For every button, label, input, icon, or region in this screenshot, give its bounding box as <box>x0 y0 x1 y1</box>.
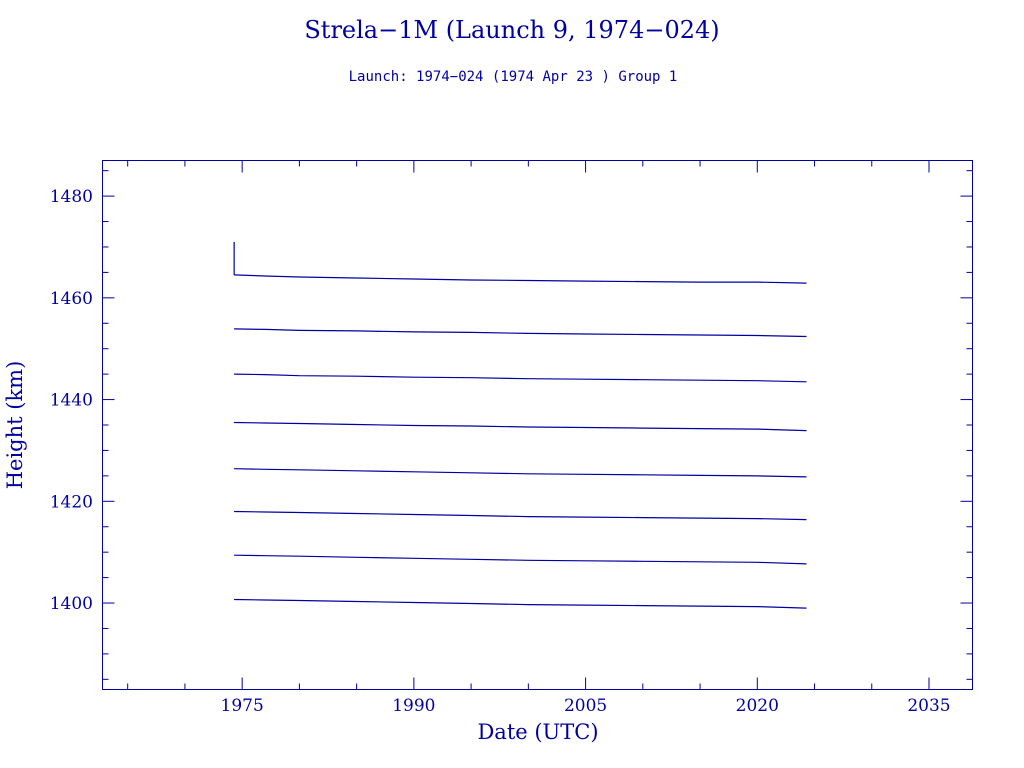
y-tick-label: 1460 <box>50 289 93 309</box>
tick-labels: 1975 1990 2005 2020 2035 1400 1420 1440 1460 1480 <box>50 187 951 716</box>
series-line-5 <box>234 468 807 478</box>
series-line-6 <box>234 510 807 521</box>
x-tick-label: 1975 <box>221 696 264 716</box>
series-line-1 <box>234 274 807 284</box>
series-line-4 <box>234 421 807 432</box>
series-line-2 <box>234 328 807 338</box>
x-axis-label: Date (UTC) <box>477 720 598 744</box>
series-line-8 <box>234 598 807 609</box>
plot-frame <box>102 160 973 690</box>
series-line-7 <box>234 554 807 565</box>
series-line-3 <box>234 373 807 383</box>
x-tick-label: 2005 <box>564 696 607 716</box>
y-tick-label: 1400 <box>50 594 93 614</box>
chart-subtitle: Launch: 1974−024 (1974 Apr 23 ) Group 1 <box>349 69 678 85</box>
y-tick-label: 1480 <box>50 187 93 207</box>
series-group <box>233 241 807 609</box>
y-tick-label: 1440 <box>50 391 93 411</box>
x-tick-label: 2020 <box>736 696 779 716</box>
y-axis-label: Height (km) <box>3 361 27 490</box>
chart-title: Strela−1M (Launch 9, 1974−024) <box>304 16 719 44</box>
x-tick-label: 1990 <box>392 696 435 716</box>
x-tick-label: 2035 <box>907 696 950 716</box>
y-tick-label: 1420 <box>50 492 93 512</box>
axis-ticks <box>102 160 973 690</box>
